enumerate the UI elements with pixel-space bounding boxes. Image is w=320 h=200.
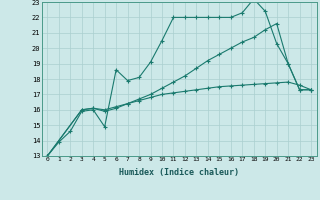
X-axis label: Humidex (Indice chaleur): Humidex (Indice chaleur)	[119, 168, 239, 177]
